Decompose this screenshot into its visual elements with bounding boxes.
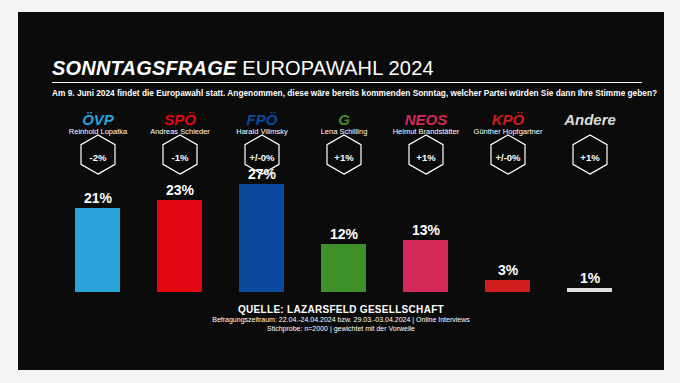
svg-text:+1%: +1% <box>416 152 436 163</box>
svg-text:FPÖ: FPÖ <box>247 111 278 128</box>
svg-text:-1%: -1% <box>172 152 189 163</box>
svg-text:Andreas Schieder: Andreas Schieder <box>150 126 210 136</box>
svg-text:ÖVP: ÖVP <box>82 111 115 128</box>
svg-text:13%: 13% <box>412 222 441 238</box>
svg-text:3%: 3% <box>498 262 519 278</box>
svg-text:23%: 23% <box>166 182 195 198</box>
html-text:SONNTAGSFRAGE EUROPAWAHL 2024: SONNTAGSFRAGE EUROPAWAHL 2024 <box>52 57 434 79</box>
svg-text:SPÖ: SPÖ <box>164 111 196 128</box>
html-text:Befragungszeitraum: 22.04.-24.: Befragungszeitraum: 22.04.-24.04.2024 bz… <box>212 316 470 323</box>
svg-text:Helmut Brandstätter: Helmut Brandstätter <box>392 126 460 136</box>
html-text:Stichprobe: n=2000 | gewichtet: Stichprobe: n=2000 | gewichtet mit der V… <box>267 325 415 332</box>
svg-text:Günther Hopfgartner: Günther Hopfgartner <box>473 126 543 136</box>
svg-text:+1%: +1% <box>334 152 354 163</box>
html-text:Am 9. Juni 2024 findet die Eur: Am 9. Juni 2024 findet die Europawahl st… <box>52 88 658 98</box>
svg-text:Andere: Andere <box>563 111 616 128</box>
svg-text:Reinhold Lopatka: Reinhold Lopatka <box>68 126 128 136</box>
svg-text:+/-0%: +/-0% <box>249 152 275 163</box>
svg-text:Lena Schilling: Lena Schilling <box>320 126 368 136</box>
svg-text:Harald Vilimsky: Harald Vilimsky <box>236 126 288 136</box>
svg-text:G: G <box>338 111 350 128</box>
svg-text:21%: 21% <box>84 190 113 206</box>
svg-text:27%: 27% <box>248 166 276 182</box>
svg-text:12%: 12% <box>330 226 359 242</box>
html-text:QUELLE: LAZARSFELD GESELLSCHAF: QUELLE: LAZARSFELD GESELLSCHAFT <box>238 304 444 315</box>
svg-text:1%: 1% <box>580 270 601 286</box>
svg-text:+1%: +1% <box>580 152 600 163</box>
svg-text:KPÖ: KPÖ <box>492 111 525 128</box>
svg-text:NEOS: NEOS <box>405 111 448 128</box>
svg-text:+/-0%: +/-0% <box>495 152 521 163</box>
svg-text:-2%: -2% <box>90 152 107 163</box>
